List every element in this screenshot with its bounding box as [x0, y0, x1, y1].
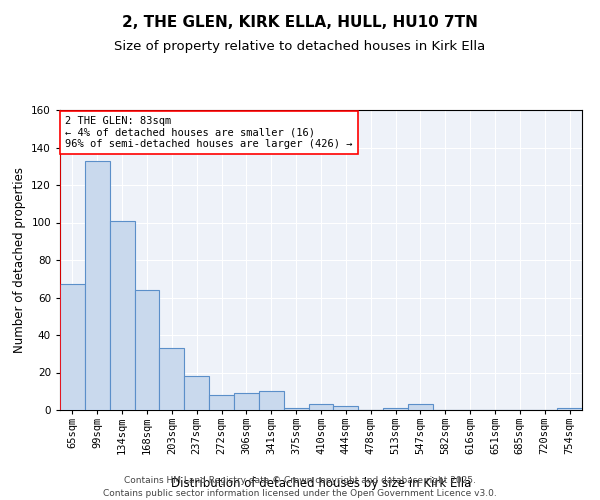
Bar — [334, 406, 358, 410]
Bar — [234, 393, 259, 410]
Text: Size of property relative to detached houses in Kirk Ella: Size of property relative to detached ho… — [115, 40, 485, 53]
Bar — [60, 284, 85, 410]
Text: 2, THE GLEN, KIRK ELLA, HULL, HU10 7TN: 2, THE GLEN, KIRK ELLA, HULL, HU10 7TN — [122, 15, 478, 30]
Y-axis label: Number of detached properties: Number of detached properties — [13, 167, 26, 353]
Text: 2 THE GLEN: 83sqm
← 4% of detached houses are smaller (16)
96% of semi-detached : 2 THE GLEN: 83sqm ← 4% of detached house… — [65, 116, 353, 149]
Bar — [308, 404, 334, 410]
Bar — [259, 391, 284, 410]
Bar — [408, 404, 433, 410]
Bar — [209, 395, 234, 410]
Bar — [85, 160, 110, 410]
Bar — [110, 220, 134, 410]
Bar — [284, 408, 308, 410]
Bar — [184, 376, 209, 410]
Bar — [134, 290, 160, 410]
Bar — [160, 348, 184, 410]
Text: Contains HM Land Registry data © Crown copyright and database right 2025.
Contai: Contains HM Land Registry data © Crown c… — [103, 476, 497, 498]
Bar — [383, 408, 408, 410]
Text: Distribution of detached houses by size in Kirk Ella: Distribution of detached houses by size … — [171, 477, 471, 490]
Bar — [557, 408, 582, 410]
